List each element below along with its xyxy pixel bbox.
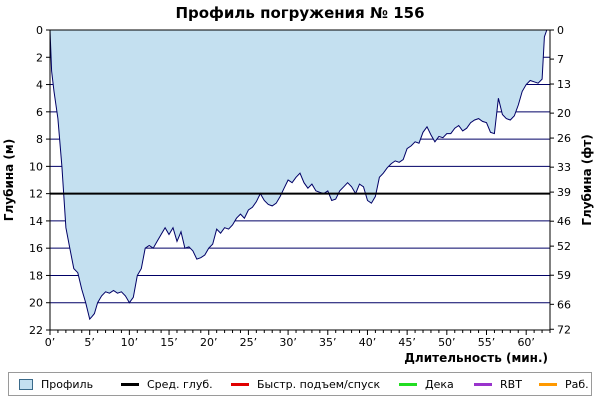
y2-tick-label: 72	[557, 323, 571, 336]
y2-tick-label: 66	[557, 298, 571, 311]
x-tick-label: 0’	[45, 336, 56, 349]
plot-frame	[49, 29, 551, 331]
y2-tick-label: 59	[557, 269, 571, 282]
y2-tick-label: 26	[557, 132, 571, 145]
y-tick-label: 2	[36, 51, 43, 64]
chart-title: Профиль погружения № 156	[175, 4, 424, 22]
legend-item-deco: Дека	[399, 373, 454, 395]
chart-legend: Профиль Сред. глуб. Быстр. подъем/спуск …	[8, 372, 592, 396]
x-tick-label: 20’	[200, 336, 218, 349]
legend-line-rbt	[474, 382, 492, 386]
y-tick-label: 22	[29, 324, 43, 337]
y2-tick-label: 13	[557, 78, 571, 91]
y2-tick-label: 7	[557, 53, 564, 66]
x-axis-label: Длительность (мин.)	[404, 351, 548, 365]
x-tick-label: 15’	[160, 336, 178, 349]
legend-line-avg-depth	[121, 382, 139, 386]
y2-tick-label: 52	[557, 240, 571, 253]
y2-tick-label: 46	[557, 215, 571, 228]
x-tick-label: 5’	[84, 336, 95, 349]
y-tick-label: 14	[29, 215, 43, 228]
depth-profile-line	[49, 29, 550, 321]
y2-tick-label: 39	[557, 186, 571, 199]
x-tick-label: 40’	[359, 336, 377, 349]
legend-label-deco: Дека	[425, 377, 454, 391]
x-tick-label: 45’	[398, 336, 416, 349]
y2-tick-label: 33	[557, 161, 571, 174]
legend-label-profile: Профиль	[41, 377, 94, 391]
legend-swatch-profile	[19, 378, 33, 390]
legend-line-deco	[399, 382, 417, 386]
legend-item-fast-ascent: Быстр. подъем/спуск	[231, 373, 380, 395]
legend-line-work	[539, 382, 557, 386]
legend-item-rbt: RBT	[474, 373, 522, 395]
y-axis-ticks: 0 2 4 6 8 10 12 14 16 18 20 22	[29, 24, 50, 337]
x-tick-label: 30’	[279, 336, 297, 349]
y-tick-label: 12	[29, 188, 43, 201]
y-tick-label: 4	[36, 79, 43, 92]
x-tick-label: 55’	[478, 336, 496, 349]
y-tick-label: 16	[29, 242, 43, 255]
y-tick-label: 0	[36, 24, 43, 37]
legend-line-fast-ascent	[231, 382, 249, 386]
y-tick-label: 10	[29, 160, 43, 173]
y2-axis-label: Глубина (фт)	[580, 134, 594, 225]
y-tick-label: 20	[29, 297, 43, 310]
depth-profile-area	[50, 30, 550, 320]
x-tick-label: 35’	[319, 336, 337, 349]
y-tick-label: 8	[36, 133, 43, 146]
x-tick-label: 10’	[121, 336, 139, 349]
legend-item-avg-depth: Сред. глуб.	[121, 373, 213, 395]
x-tick-label: 60’	[517, 336, 535, 349]
legend-label-rbt: RBT	[500, 377, 522, 391]
y-tick-label: 18	[29, 269, 43, 282]
legend-label-avg-depth: Сред. глуб.	[147, 377, 213, 391]
legend-label-work: Раб.	[565, 377, 589, 391]
y2-tick-label: 0	[557, 24, 564, 37]
legend-item-work: Раб.	[539, 373, 589, 395]
x-axis-ticks: 0’ 5’ 10’ 15’ 20’ 25’ 30’ 35’ 40’ 45’ 50’ 55’ 60’	[45, 330, 551, 349]
y2-axis-ticks: 0 7 13 20 26 33 39 46 52 59 66 72	[550, 24, 571, 336]
legend-item-profile: Профиль	[19, 373, 93, 395]
y-axis-label: Глубина (м)	[2, 139, 16, 221]
legend-label-fast-ascent: Быстр. подъем/спуск	[257, 377, 381, 391]
x-tick-label: 25’	[240, 336, 258, 349]
x-tick-label: 50’	[438, 336, 456, 349]
y2-tick-label: 20	[557, 107, 571, 120]
y-tick-label: 6	[36, 106, 43, 119]
